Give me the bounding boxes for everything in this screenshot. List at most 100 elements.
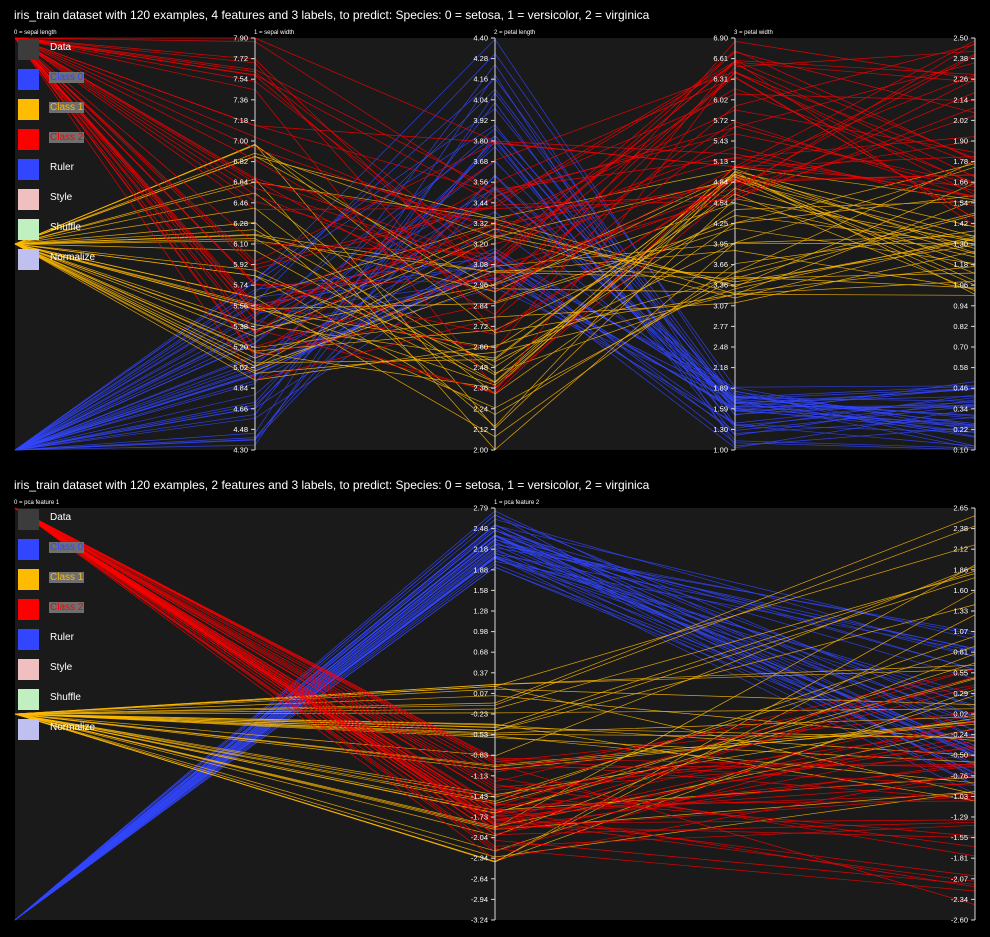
parallel-coordinates-chart: 0 = pca feature 1 1 = pca feature 2 -3.24 -… <box>14 500 976 925</box>
legend-label: Style <box>50 192 73 203</box>
panel-2-features: 0 = pca feature 1 1 = pca feature 2 -3.24 -… <box>0 470 990 937</box>
tick-label: -0.53 <box>471 730 488 739</box>
tick-label: -2.04 <box>471 833 488 842</box>
tick-label: 1.07 <box>953 627 968 636</box>
legend-swatch <box>18 629 39 650</box>
tick-label: 2.48 <box>473 363 488 372</box>
tick-label: -2.34 <box>471 854 488 863</box>
tick-label: 4.84 <box>233 384 248 393</box>
tick-label: -3.24 <box>471 916 488 925</box>
tick-label: 1.86 <box>953 565 968 574</box>
tick-label: 6.90 <box>713 34 728 43</box>
tick-label: 2.24 <box>473 404 488 413</box>
tick-label: 3.92 <box>473 116 488 125</box>
tick-label: 4.28 <box>473 54 488 63</box>
legend-item-style[interactable]: Style <box>15 658 215 680</box>
axis-label: 2 = petal length <box>494 30 535 36</box>
tick-label: 3.68 <box>473 157 488 166</box>
axis-4: 0.10 0.22 0.34 0.46 0.58 0.70 0.82 0.94 1.06 1.18… <box>953 34 976 455</box>
tick-label: 0.55 <box>953 668 968 677</box>
legend-item-shuffle[interactable]: Shuffle <box>15 218 215 240</box>
axis-1: 1 = pca feature 2 -3.24 -2.94 -2.64 -2.34 -2.… <box>471 500 540 925</box>
tick-label: 0.98 <box>473 627 488 636</box>
axis-2: -2.60 -2.34 -2.07 -1.81 -1.55 -1.29 -1.03 -0.76… <box>951 504 976 925</box>
tick-label: 5.72 <box>713 116 728 125</box>
tick-label: 1.90 <box>953 137 968 146</box>
tick-label: -2.94 <box>471 895 488 904</box>
legend-swatch <box>18 509 39 530</box>
tick-label: -1.55 <box>951 833 968 842</box>
legend-item-class-2[interactable]: Class 2 <box>15 128 215 150</box>
tick-label: 4.25 <box>713 219 728 228</box>
tick-label: 4.66 <box>233 404 248 413</box>
tick-label: 6.10 <box>233 240 248 249</box>
legend-item-class-0[interactable]: Class 0 <box>15 68 215 90</box>
legend-item-class-2[interactable]: Class 2 <box>15 598 215 620</box>
tick-label: 2.48 <box>473 524 488 533</box>
legend-item-shuffle[interactable]: Shuffle <box>15 688 215 710</box>
tick-label: -0.23 <box>471 710 488 719</box>
legend-label: Shuffle <box>50 692 81 703</box>
legend-label: Class 0 <box>49 72 85 83</box>
legend-label: Shuffle <box>50 222 81 233</box>
tick-label: 0.07 <box>473 689 488 698</box>
chart-title: iris_train dataset with 120 examples, 4 … <box>14 8 650 22</box>
legend-swatch <box>18 159 39 180</box>
tick-label: 1.78 <box>953 157 968 166</box>
legend-swatch <box>18 129 39 150</box>
tick-label: -2.60 <box>951 916 968 925</box>
tick-label: 2.48 <box>713 343 728 352</box>
tick-label: 2.50 <box>953 34 968 43</box>
tick-label: 3.66 <box>713 260 728 269</box>
legend-swatch <box>18 539 39 560</box>
tick-label: 1.28 <box>473 607 488 616</box>
tick-label: 2.65 <box>953 504 968 513</box>
legend-item-class-0[interactable]: Class 0 <box>15 538 215 560</box>
tick-label: 6.61 <box>713 54 728 63</box>
legend-item-normalize[interactable]: Normalize <box>15 718 215 740</box>
legend-item-data[interactable]: Data <box>15 508 215 530</box>
tick-label: -2.64 <box>471 874 488 883</box>
tick-label: 0.81 <box>953 648 968 657</box>
tick-label: 1.88 <box>473 565 488 574</box>
tick-label: 6.28 <box>233 219 248 228</box>
axis-0: 0 = pca feature 1 <box>14 500 60 506</box>
tick-label: 4.16 <box>473 75 488 84</box>
tick-label: 1.54 <box>953 198 968 207</box>
axis-label: 1 = sepal width <box>254 30 294 36</box>
tick-label: -1.43 <box>471 792 488 801</box>
legend-label: Data <box>50 42 72 53</box>
tick-label: 2.79 <box>473 504 488 513</box>
tick-label: 6.64 <box>233 178 248 187</box>
tick-label: 2.00 <box>473 446 488 455</box>
legend-item-class-1[interactable]: Class 1 <box>15 568 215 590</box>
axis-0: 0 = sepal length <box>14 30 57 36</box>
tick-label: 0.94 <box>953 301 968 310</box>
legend-label: Class 0 <box>49 542 85 553</box>
tick-label: 1.59 <box>713 404 728 413</box>
legend-item-data[interactable]: Data <box>15 38 215 60</box>
tick-label: 2.12 <box>473 425 488 434</box>
legend-label: Data <box>50 512 72 523</box>
tick-label: 7.54 <box>233 75 248 84</box>
tick-label: 1.30 <box>713 425 728 434</box>
legend-item-normalize[interactable]: Normalize <box>15 248 215 270</box>
tick-label: 7.90 <box>233 34 248 43</box>
tick-label: 0.02 <box>953 710 968 719</box>
tick-label: 0.34 <box>953 404 968 413</box>
axis-label: 0 = pca feature 1 <box>14 500 60 506</box>
tick-label: 1.18 <box>953 260 968 269</box>
legend-swatch <box>18 189 39 210</box>
legend-label: Class 1 <box>49 572 85 583</box>
tick-label: 1.30 <box>953 240 968 249</box>
legend-item-class-1[interactable]: Class 1 <box>15 98 215 120</box>
tick-label: 1.60 <box>953 586 968 595</box>
axis-3: 3 = petal width 1.00 1.30 1.59 1.89 2.18 2.48 2… <box>713 30 772 455</box>
legend-label: Style <box>50 662 73 673</box>
tick-label: 1.66 <box>953 178 968 187</box>
tick-label: 2.14 <box>953 95 968 104</box>
tick-label: 5.38 <box>233 322 248 331</box>
legend-item-ruler[interactable]: Ruler <box>15 628 215 650</box>
legend-item-style[interactable]: Style <box>15 188 215 210</box>
legend-item-ruler[interactable]: Ruler <box>15 158 215 180</box>
